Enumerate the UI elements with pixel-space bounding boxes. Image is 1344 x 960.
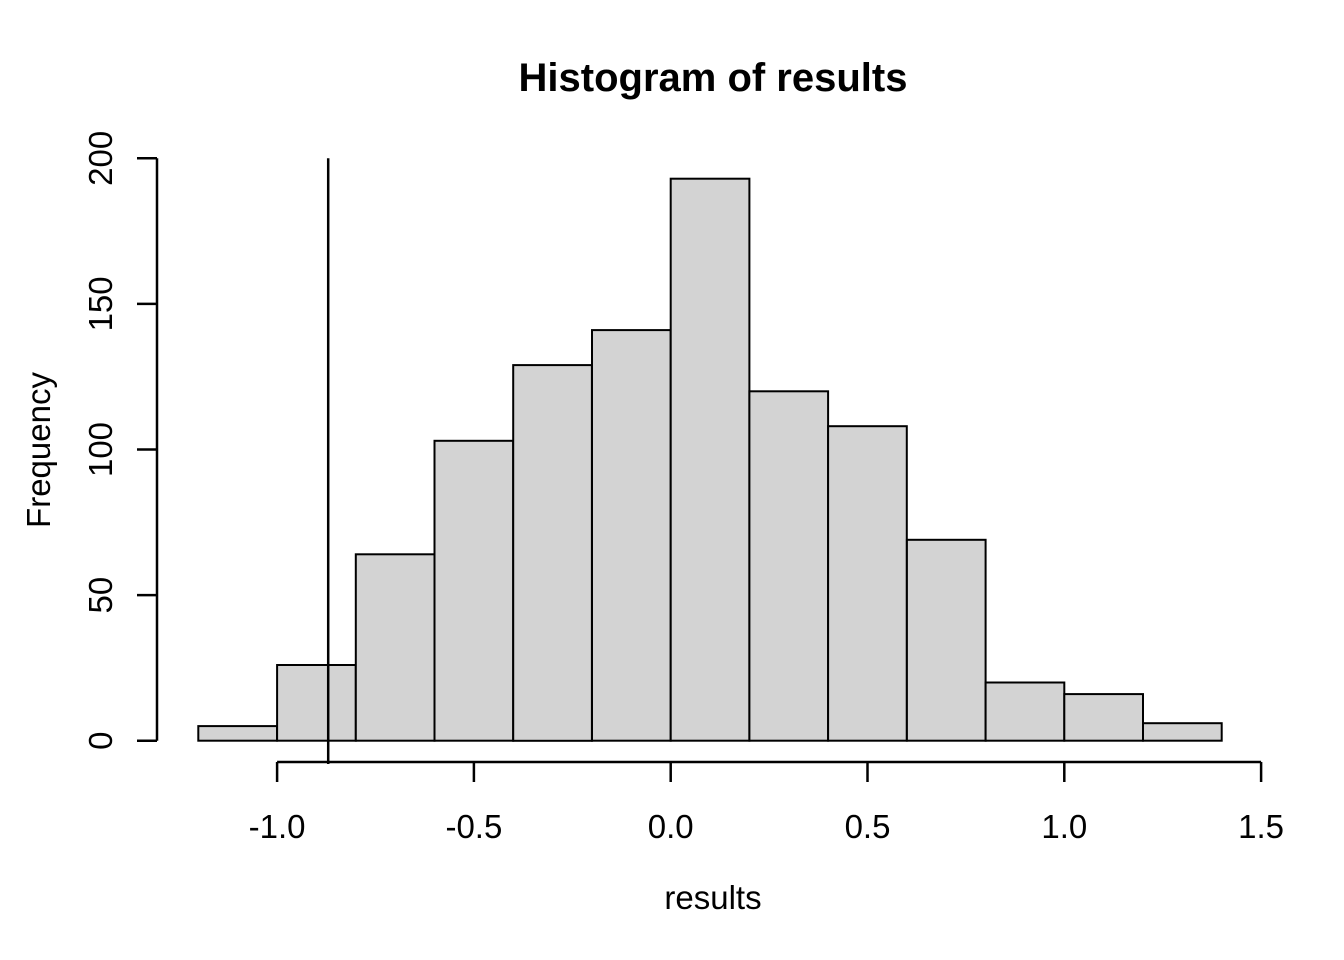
histogram-bar xyxy=(591,329,672,742)
chart-title: Histogram of results xyxy=(519,56,908,100)
histogram-bar xyxy=(276,664,357,742)
x-tick-label: 1.5 xyxy=(1238,808,1284,845)
histogram-bar xyxy=(984,681,1066,742)
histogram-bar xyxy=(512,364,593,742)
y-tick-label: 50 xyxy=(82,577,119,614)
histogram-bar xyxy=(748,390,830,742)
histogram-bar xyxy=(433,439,515,742)
bars-layer xyxy=(197,177,1223,742)
x-tick-label: 1.0 xyxy=(1041,808,1087,845)
histogram-bar xyxy=(669,177,751,742)
y-axis: 0 50 100 150 200 xyxy=(82,131,159,750)
x-axis: -1.0 -0.5 0.0 0.5 1.0 1.5 xyxy=(249,760,1284,845)
x-tick-label: 0.5 xyxy=(845,808,891,845)
histogram-bar xyxy=(1063,693,1145,742)
histogram-bar xyxy=(905,538,987,742)
x-tick-label: 0.0 xyxy=(648,808,694,845)
histogram-bar xyxy=(1142,722,1223,742)
x-tick-label: -0.5 xyxy=(445,808,502,845)
y-tick-label: 150 xyxy=(82,276,119,331)
x-axis-title: results xyxy=(664,879,761,916)
y-axis-title: Frequency xyxy=(20,372,57,528)
histogram-bar xyxy=(827,425,908,742)
y-tick-label: 100 xyxy=(82,422,119,477)
y-tick-label: 200 xyxy=(82,131,119,186)
histogram-bar xyxy=(197,725,278,742)
y-tick-label: 0 xyxy=(82,732,119,750)
x-tick-label: -1.0 xyxy=(249,808,306,845)
histogram-bar xyxy=(354,553,436,742)
